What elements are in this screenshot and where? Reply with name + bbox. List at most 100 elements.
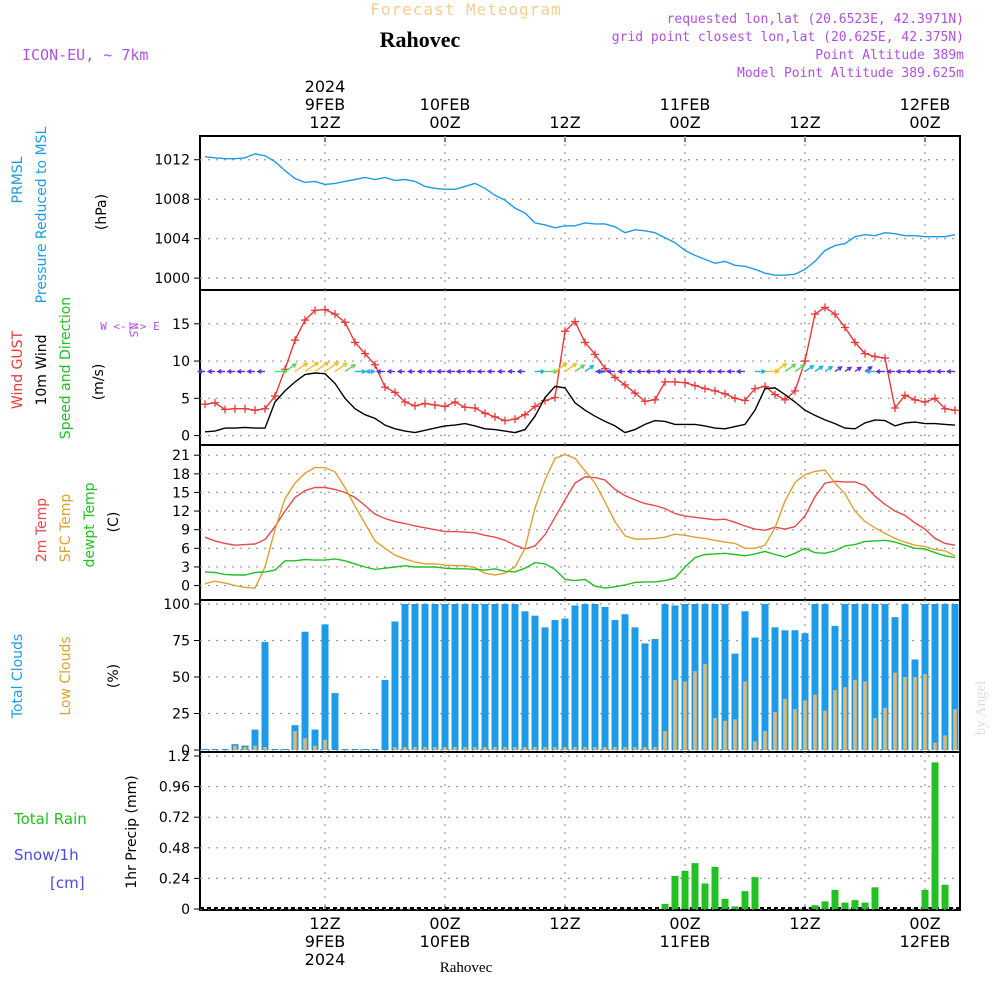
gust-marker [461, 403, 469, 412]
gust-marker [321, 305, 329, 314]
wind-arrow [774, 363, 787, 373]
low-cloud-bar [683, 681, 687, 750]
model-name: ICON-EU, ~ 7km [22, 46, 148, 64]
low-cloud-bar [243, 747, 247, 750]
wind-arrow-head [246, 368, 252, 375]
pressure-desc-label: Pressure Reduced to MSL [34, 126, 50, 303]
compass-s: S [128, 331, 141, 338]
gust-marker [361, 349, 369, 358]
y-tick-label: 50 [172, 670, 190, 686]
wind-arrow-head [396, 368, 403, 375]
wind-arrow [334, 362, 348, 373]
total-cloud-bar [281, 749, 289, 750]
low-cloud-bar [453, 747, 457, 750]
total-cloud-bar [831, 625, 839, 750]
gust-marker [811, 310, 819, 319]
gust-marker [521, 410, 529, 419]
low-clouds-label-group: Low Clouds [58, 636, 74, 715]
low-cloud-bar [733, 719, 737, 750]
wind-arrow-head [580, 364, 586, 369]
time-label: 12FEB [900, 932, 951, 951]
total-cloud-bar [201, 749, 209, 750]
gust-marker [831, 310, 839, 319]
wind-arrow-head [445, 368, 452, 375]
gust-marker [311, 306, 319, 315]
total-cloud-bar [851, 604, 859, 750]
gust-marker [701, 384, 709, 393]
gust-marker [401, 398, 409, 407]
time-label: 12Z [549, 914, 580, 933]
gust-marker [611, 373, 619, 382]
time-label: 00Z [429, 914, 460, 933]
wind10-label-group: 10m Wind [34, 334, 50, 405]
low-cloud-bar [643, 747, 647, 750]
total-cloud-bar [411, 604, 419, 750]
total-cloud-bar [481, 604, 489, 750]
time-label: 12Z [789, 914, 820, 933]
dewpt-temp-line [204, 539, 956, 589]
wind-arrow-head [905, 368, 911, 375]
gust-marker [291, 336, 299, 345]
wind-arrow-head [496, 368, 503, 375]
gust-marker [501, 416, 509, 425]
rain-bar [681, 870, 689, 909]
y-tick-label: 1000 [154, 271, 190, 287]
gust-marker [801, 357, 809, 366]
total-cloud-bar [771, 627, 779, 750]
gust-marker [621, 380, 629, 389]
wind-arrow-head [635, 368, 642, 375]
gust-marker [441, 402, 449, 411]
low-cloud-bar [723, 720, 727, 750]
low-cloud-bar [693, 671, 697, 750]
wind-arrow [814, 365, 824, 373]
wind-arrow [304, 361, 319, 373]
wind-arrow-head [553, 368, 559, 375]
wind-arrow-head [364, 368, 371, 375]
clouds-unit: (%) [106, 664, 122, 688]
total-cloud-bar [611, 620, 619, 750]
low-cloud-bar [513, 747, 517, 750]
y-tick-label: 21 [172, 448, 190, 464]
wind-arrow-head [791, 363, 797, 369]
total-clouds-label: Total Clouds [10, 634, 26, 719]
total-cloud-bar [751, 637, 759, 750]
requested-coords: requested lon,lat (20.6523E, 42.3971N) [667, 12, 964, 27]
wind-arrow-head [925, 368, 931, 375]
y-tick-label: 6 [181, 541, 190, 557]
2m-temp-line [204, 476, 956, 550]
compass-n: N [128, 323, 141, 330]
gust-marker [891, 403, 899, 412]
total-cloud-bar [401, 604, 409, 750]
gust-marker [451, 398, 459, 407]
total-cloud-bar [951, 604, 959, 750]
y-tick-label: 15 [172, 485, 190, 501]
wind-arrow [784, 363, 796, 373]
gust-marker [871, 352, 879, 361]
total-rain-label: Total Rain [13, 810, 87, 828]
wind-arrow-head [426, 368, 432, 375]
total-cloud-bar [681, 604, 689, 750]
total-cloud-bar [551, 620, 559, 750]
temperature-panel: 0 3 6 9 12 15 18 21 [172, 448, 956, 595]
total-cloud-bar [721, 604, 729, 750]
total-cloud-bar [451, 604, 459, 750]
panel-frame [199, 135, 961, 291]
pressure-desc-group: Pressure Reduced to MSL [34, 126, 50, 303]
y-tick-label: 0.96 [159, 780, 190, 796]
gust-marker [591, 350, 599, 359]
gust-marker [881, 354, 889, 363]
total-cloud-bar [591, 604, 599, 750]
wind-arrow-head [706, 368, 712, 375]
total-cloud-bar [431, 604, 439, 750]
gust-marker [371, 360, 379, 369]
wind-arrow-head [818, 365, 824, 371]
total-cloud-bar [631, 627, 639, 750]
total-cloud-bar [821, 604, 829, 750]
wind-arrow-head [507, 368, 513, 375]
wind-arrow-head [685, 368, 692, 375]
y-tick-label: 75 [172, 634, 190, 650]
low-cloud-bar [633, 747, 637, 750]
total-cloud-bar [261, 641, 269, 750]
time-label: 12Z [309, 113, 340, 132]
